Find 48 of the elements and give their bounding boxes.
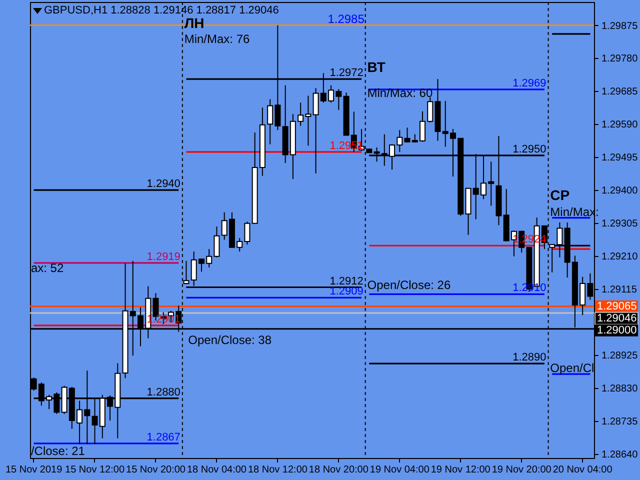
x-tick-label: 18 Nov 12:00 xyxy=(248,464,308,476)
annotation: Open/Close: 38 xyxy=(188,333,272,347)
chart-title: GBPUSD,H1 1.28828 1.29146 1.28817 1.29046 xyxy=(44,4,279,16)
ref-line-label: 1.29000 xyxy=(597,324,637,336)
annotation: ВТ xyxy=(367,59,386,75)
y-tick-label: 1.28830 xyxy=(602,383,638,394)
series-label: 1.2909 xyxy=(330,286,364,298)
ref-line-label: 1.29065 xyxy=(597,300,637,312)
annotation: Open/Cl xyxy=(550,361,594,375)
x-tick-label: 19 Nov 20:00 xyxy=(492,464,552,476)
series-label: 1.2890 xyxy=(512,352,546,364)
y-tick-label: 1.29210 xyxy=(602,252,638,263)
y-tick-label: 1.28925 xyxy=(602,350,638,362)
annotation: Open/Close: 26 xyxy=(367,278,451,292)
series-label: 1.2912 xyxy=(330,275,364,288)
x-tick-label: 15 Nov 2019 xyxy=(5,464,63,476)
y-tick-label: 1.29495 xyxy=(602,152,638,164)
annotation: СР xyxy=(550,187,570,203)
y-tick-label: 1.29780 xyxy=(602,54,638,65)
y-tick-label: 1.29685 xyxy=(602,86,638,98)
annotation: ax: 52 xyxy=(30,261,64,275)
y-tick-label: 1.29305 xyxy=(602,218,638,230)
y-tick-label: 1.29590 xyxy=(602,120,638,131)
y-tick-label: 1.29400 xyxy=(602,186,638,197)
annotation: Min/Max: 60 xyxy=(367,86,433,100)
y-tick-label: 1.28735 xyxy=(602,416,638,428)
series-label: 1.2880 xyxy=(146,386,180,398)
ref-line-label: 1.29046 xyxy=(597,312,637,324)
y-tick-label: 1.29875 xyxy=(602,20,638,32)
series-label: 1.2972 xyxy=(330,67,364,80)
x-tick-label: 18 Nov 04:00 xyxy=(186,464,247,476)
annotation: Min/Max: 76 xyxy=(184,32,250,46)
series-label: 1.2950 xyxy=(512,143,546,156)
x-tick-label: 15 Nov 12:00 xyxy=(65,464,125,476)
annotation: /Close: 21 xyxy=(30,444,86,458)
y-tick-label: 1.29115 xyxy=(602,284,638,296)
x-tick-label: 19 Nov 12:00 xyxy=(430,464,491,476)
x-tick-label: 15 Nov 20:00 xyxy=(126,464,186,476)
series-label: 1.2940 xyxy=(146,178,180,190)
series-label: 1.2969 xyxy=(512,77,546,90)
x-tick-label: 19 Nov 04:00 xyxy=(370,464,430,476)
series-label: 1.2919 xyxy=(146,250,180,263)
series-label: 1.2924 xyxy=(512,234,546,246)
x-tick-label: 18 Nov 20:00 xyxy=(308,464,369,476)
y-tick-label: 1.28640 xyxy=(602,449,638,460)
annotation: 1.2985 xyxy=(328,12,365,26)
x-tick-label: 20 Nov 04:00 xyxy=(552,464,613,476)
series-label: 1.2867 xyxy=(146,431,180,444)
